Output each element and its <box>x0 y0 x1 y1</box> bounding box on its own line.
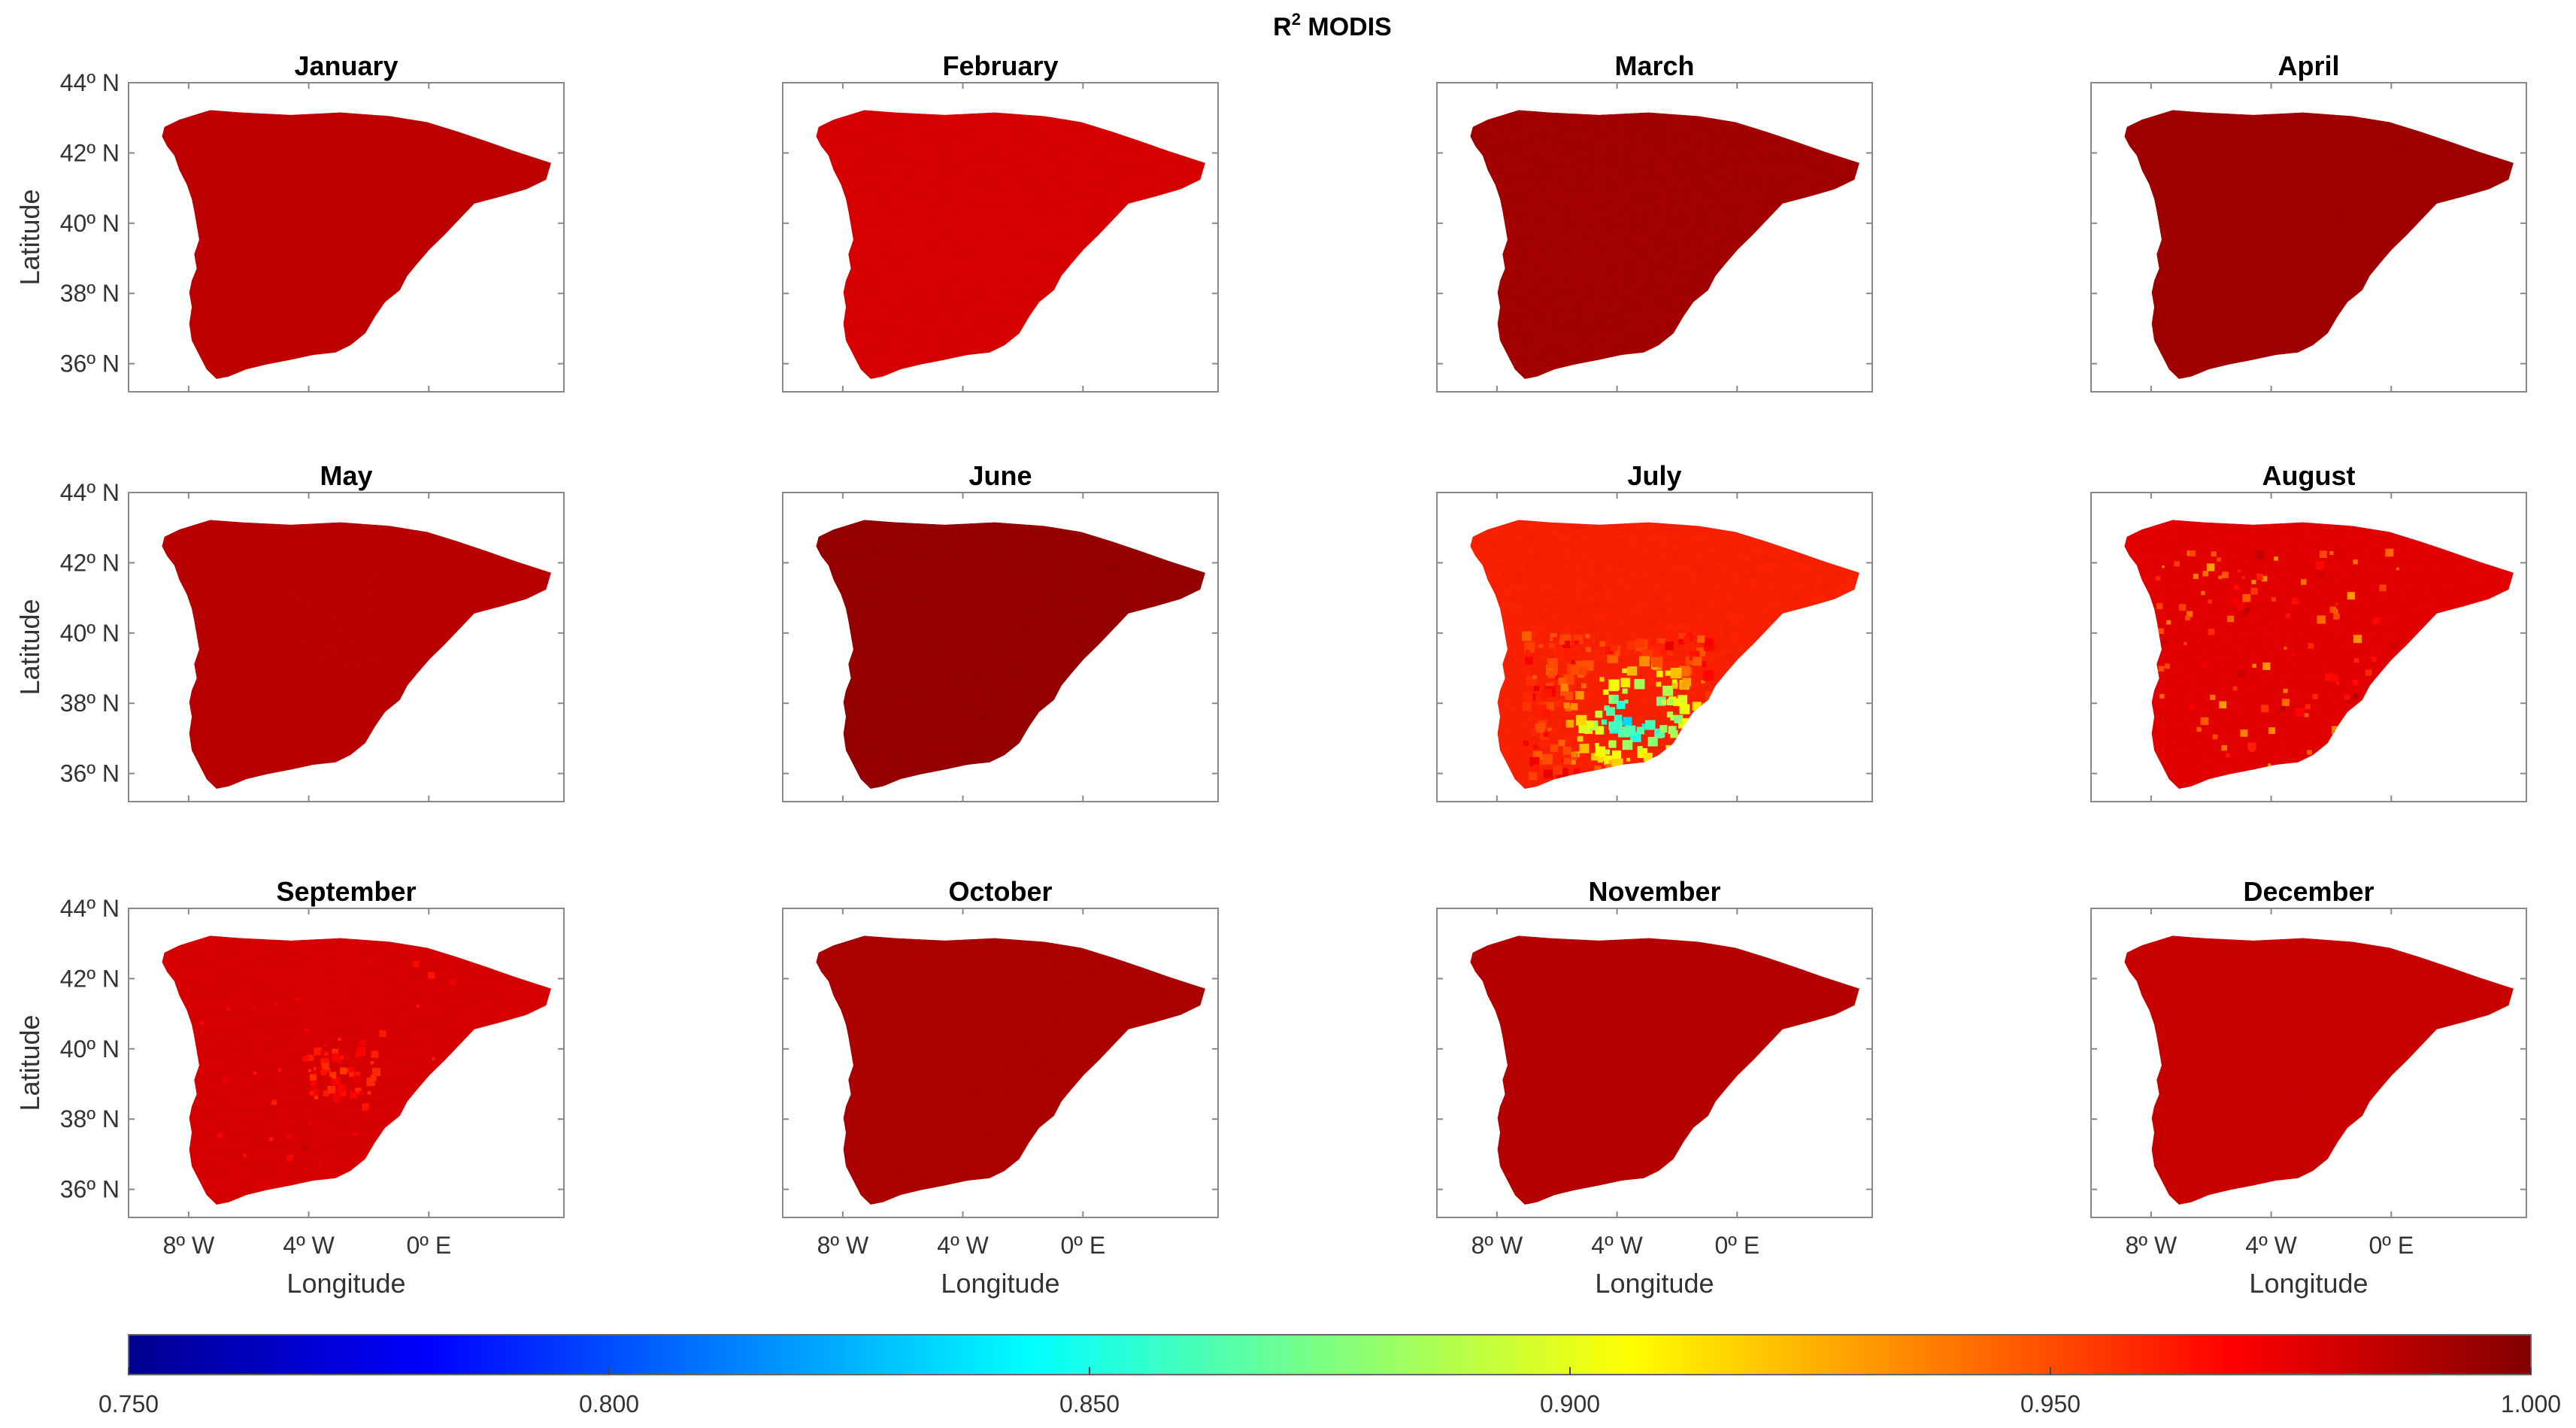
y-tick-label: 44º N <box>60 479 120 506</box>
x-tick-label: 4º W <box>2245 1232 2297 1259</box>
panel-title: December <box>2243 876 2374 907</box>
map-panel-june: June <box>782 460 1219 802</box>
y-tick-label: 38º N <box>60 1105 120 1132</box>
y-tick-label: 42º N <box>60 549 120 576</box>
colorbar-tick-label: 0.750 <box>98 1390 159 1417</box>
x-tick-label: 0º E <box>2368 1232 2414 1259</box>
figure-title: R2 MODIS <box>1273 10 1392 41</box>
y-tick-label: 44º N <box>60 895 120 922</box>
y-tick-label: 36º N <box>60 1176 120 1203</box>
y-tick-label: 38º N <box>60 690 120 717</box>
x-tick-label: 8º W <box>1471 1232 1523 1259</box>
x-tick-label: 4º W <box>1591 1232 1643 1259</box>
x-tick-label: 4º W <box>937 1232 989 1259</box>
title-superscript: 2 <box>1292 10 1301 29</box>
colorbar-tick-label: 0.850 <box>1059 1390 1120 1417</box>
y-tick-label: 38º N <box>60 280 120 307</box>
panel-title: May <box>320 460 372 491</box>
x-tick-label: 0º E <box>1060 1232 1105 1259</box>
y-tick-label: 42º N <box>60 139 120 166</box>
panel-title: January <box>294 50 398 81</box>
map-panels: January 44º N 42º N 40º N 38º N 36º N Latitude… <box>14 50 2527 1299</box>
map-panel-july: July <box>1436 460 1873 802</box>
y-tick-label: 42º N <box>60 965 120 992</box>
map-panel-january: January 44º N 42º N 40º N 38º N 36º N Latitude <box>14 50 565 393</box>
map-panel-march: March <box>1436 50 1873 393</box>
panel-title: March <box>1614 50 1694 81</box>
y-tick-label: 44º N <box>60 69 120 96</box>
colorbar: 0.750 0.800 0.850 0.900 0.950 1.000 <box>98 1334 2561 1417</box>
map-panel-august: August <box>2090 460 2527 802</box>
colorbar-tick-label: 0.950 <box>2020 1390 2080 1417</box>
title-main: R <box>1273 13 1292 41</box>
panel-title: November <box>1588 876 1720 907</box>
y-tick-label: 40º N <box>60 210 120 237</box>
x-tick-label: 8º W <box>817 1232 869 1259</box>
x-axis-label: Longitude <box>286 1268 405 1299</box>
y-axis-label: Latitude <box>14 189 45 285</box>
colorbar-tick-label: 1.000 <box>2501 1390 2561 1417</box>
y-axis-label: Latitude <box>14 599 45 695</box>
panel-title: February <box>942 50 1058 81</box>
y-axis-label: Latitude <box>14 1014 45 1111</box>
map-panel-february: February <box>782 50 1219 393</box>
x-axis-label: Longitude <box>2249 1268 2368 1299</box>
y-tick-label: 40º N <box>60 620 120 647</box>
colorbar-ticks: 0.750 0.800 0.850 0.900 0.950 1.000 <box>98 1367 2561 1417</box>
map-panel-may: May 44º N 42º N 40º N 38º N 36º N Latitude <box>14 460 565 802</box>
map-panel-september: September 44º N 42º N 40º N 38º N 36º N 8º W 4º… <box>14 876 565 1299</box>
x-tick-label: 0º E <box>1714 1232 1759 1259</box>
panel-title: September <box>276 876 416 907</box>
colorbar-gradient <box>128 1334 2532 1375</box>
x-axis-label: Longitude <box>1595 1268 1714 1299</box>
x-tick-label: 0º E <box>406 1232 451 1259</box>
x-tick-label: 4º W <box>283 1232 335 1259</box>
x-axis-label: Longitude <box>941 1268 1059 1299</box>
panel-title: April <box>2277 50 2339 81</box>
x-tick-label: 8º W <box>163 1232 215 1259</box>
y-tick-label: 40º N <box>60 1035 120 1063</box>
map-panel-april: April <box>2090 50 2527 393</box>
y-tick-label: 36º N <box>60 760 120 787</box>
colorbar-tick-label: 0.800 <box>579 1390 639 1417</box>
y-tick-label: 36º N <box>60 350 120 377</box>
title-suffix: MODIS <box>1301 13 1392 41</box>
panel-title: July <box>1627 460 1681 491</box>
colorbar-tick-label: 0.900 <box>1540 1390 1600 1417</box>
panel-title: August <box>2262 460 2356 491</box>
panel-title: October <box>948 876 1052 907</box>
panel-title: June <box>968 460 1032 491</box>
x-tick-label: 8º W <box>2126 1232 2177 1259</box>
